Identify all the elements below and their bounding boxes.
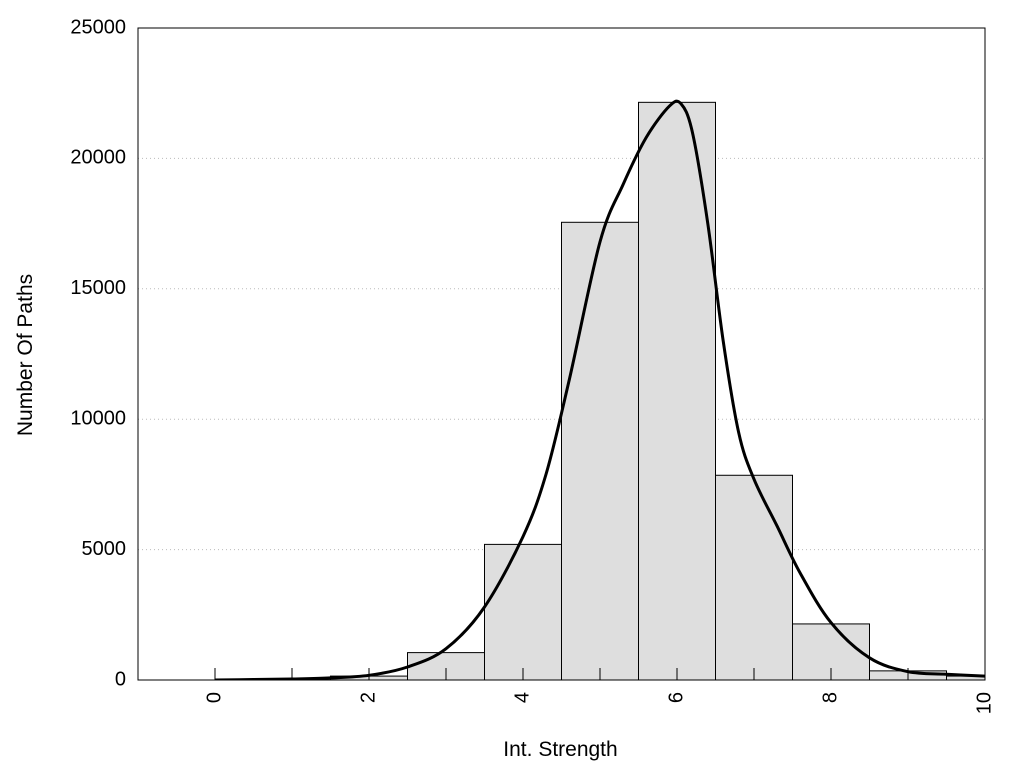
y-axis-label: Number Of Paths <box>14 274 37 436</box>
x-tick-label: 4 <box>511 692 533 703</box>
density-curve-group <box>214 99 985 680</box>
y-axis-ticks: 0 5000 10000 15000 20000 25000 <box>70 16 126 690</box>
y-tick-label: 25000 <box>70 16 126 38</box>
histogram-bar <box>561 221 639 680</box>
histogram-bars <box>253 101 985 680</box>
density-curve <box>214 99 985 680</box>
x-tick-label: 8 <box>819 692 841 703</box>
histogram-bar <box>715 474 793 680</box>
x-axis-label: Int. Strength <box>503 738 617 761</box>
plot-frame <box>137 27 986 681</box>
x-tick-label: 6 <box>665 692 687 703</box>
y-tick-label: 10000 <box>70 407 126 429</box>
x-tick-label: 0 <box>203 692 225 703</box>
y-tick-label: 0 <box>115 668 126 690</box>
histogram-bar <box>946 675 985 680</box>
histogram-bar <box>484 543 562 680</box>
x-tick-label: 10 <box>973 692 995 714</box>
x-tick-label: 2 <box>357 692 379 703</box>
y-tick-label: 5000 <box>82 538 127 560</box>
x-axis-ticks: 0 2 4 6 8 10 <box>203 668 995 714</box>
y-tick-label: 20000 <box>70 147 126 169</box>
y-tick-label: 15000 <box>70 277 126 299</box>
